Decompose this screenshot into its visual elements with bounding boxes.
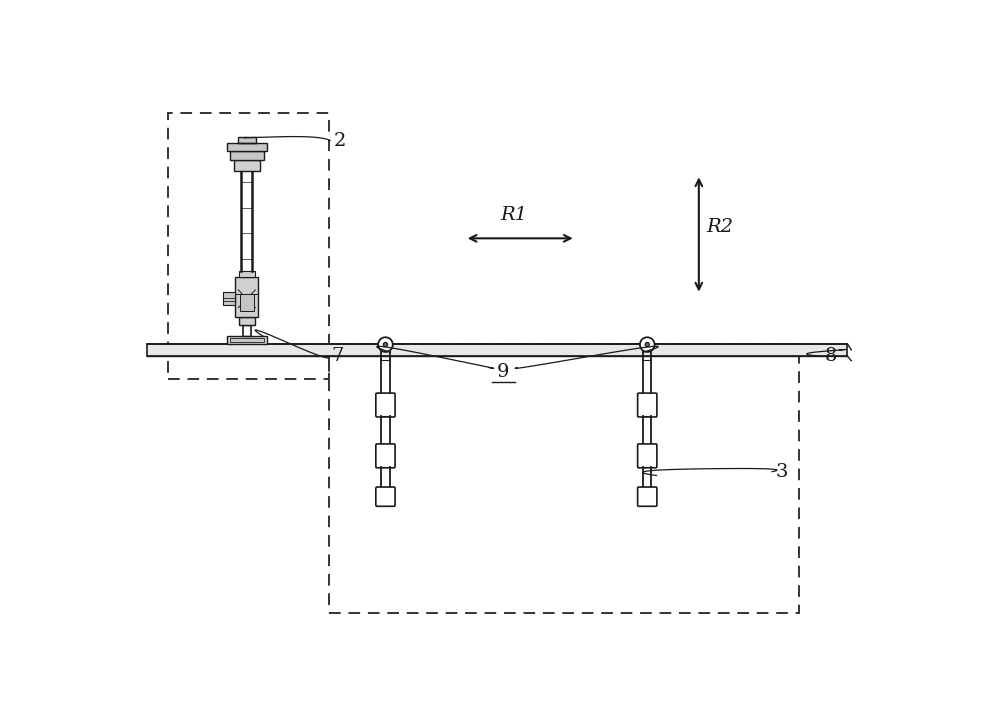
Bar (147, 344, 847, 356)
FancyBboxPatch shape (376, 487, 395, 506)
Bar (239, 317, 255, 325)
Bar (238, 137, 256, 143)
Bar (230, 151, 264, 160)
Bar (235, 277, 258, 317)
Text: 3: 3 (776, 463, 788, 481)
Bar (239, 271, 255, 277)
Circle shape (383, 342, 388, 347)
Bar (329, 344, 799, 613)
Text: R1: R1 (501, 206, 528, 225)
Text: 2: 2 (334, 131, 346, 149)
Bar (227, 143, 267, 151)
Text: 8: 8 (824, 347, 837, 365)
Text: 9: 9 (497, 362, 510, 380)
Bar (234, 160, 260, 170)
FancyBboxPatch shape (638, 393, 657, 417)
Bar (230, 338, 264, 342)
Circle shape (378, 337, 393, 352)
Bar (227, 336, 267, 344)
FancyBboxPatch shape (376, 393, 395, 417)
Circle shape (645, 342, 649, 347)
Bar (240, 294, 254, 310)
FancyBboxPatch shape (638, 487, 657, 506)
FancyBboxPatch shape (638, 444, 657, 468)
Text: 7: 7 (332, 347, 344, 365)
Text: R2: R2 (707, 218, 734, 236)
Bar (168, 113, 329, 379)
Bar (223, 292, 235, 305)
Circle shape (640, 337, 655, 352)
FancyBboxPatch shape (376, 444, 395, 468)
